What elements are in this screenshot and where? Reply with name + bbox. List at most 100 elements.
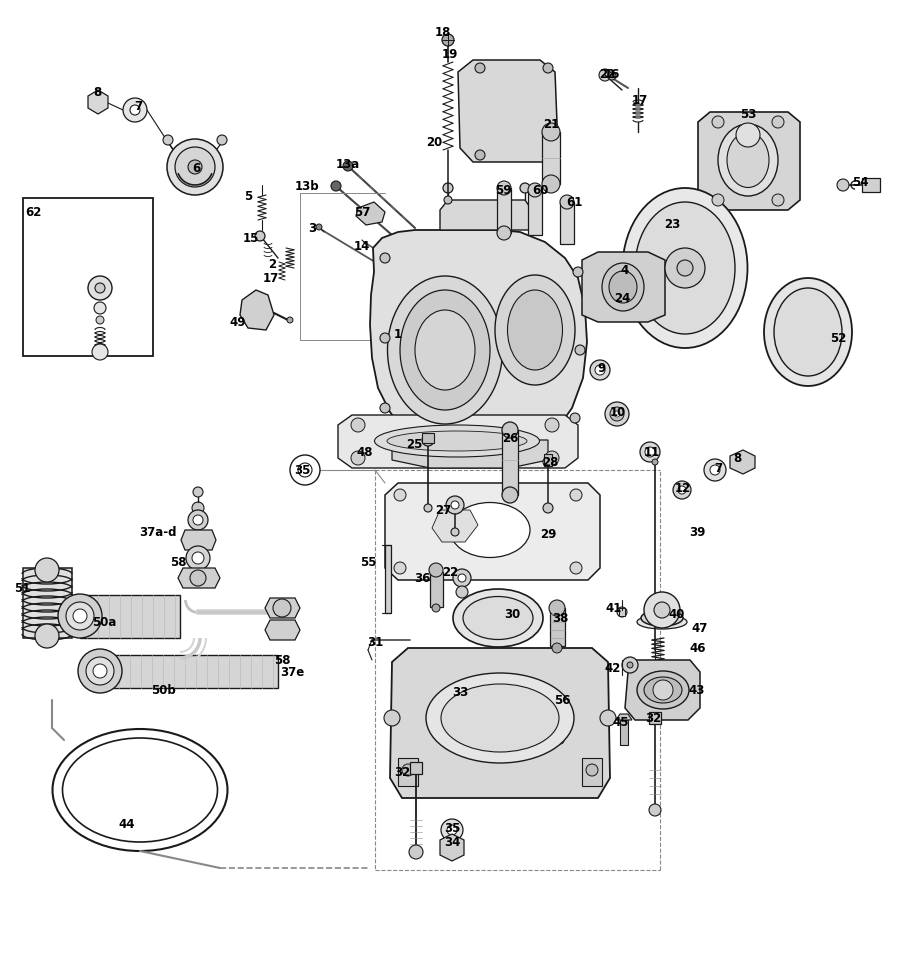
Text: 29: 29 [540, 529, 556, 541]
Circle shape [502, 487, 518, 503]
Circle shape [608, 72, 616, 80]
Text: 50a: 50a [92, 615, 116, 629]
Circle shape [394, 489, 406, 501]
Ellipse shape [426, 673, 574, 763]
Text: 42: 42 [605, 661, 621, 675]
Text: 16: 16 [604, 68, 620, 82]
Ellipse shape [727, 132, 769, 187]
Text: 52: 52 [830, 331, 846, 345]
Circle shape [35, 624, 59, 648]
Circle shape [424, 504, 432, 512]
Circle shape [446, 496, 464, 514]
Circle shape [175, 147, 215, 187]
Text: 46: 46 [690, 641, 706, 655]
Circle shape [560, 195, 574, 209]
Text: 54: 54 [851, 176, 869, 188]
Circle shape [451, 501, 459, 509]
Ellipse shape [635, 202, 735, 334]
Polygon shape [240, 290, 274, 330]
Ellipse shape [774, 288, 842, 376]
Circle shape [456, 586, 468, 598]
Text: 3: 3 [308, 222, 316, 234]
Circle shape [613, 286, 637, 310]
Bar [502, 430, 518, 495]
Bar [528, 190, 542, 235]
Text: 37e: 37e [280, 665, 305, 679]
Text: 2: 2 [268, 258, 276, 272]
Polygon shape [385, 483, 600, 580]
Bar [410, 762, 422, 774]
Polygon shape [625, 660, 700, 720]
Text: 34: 34 [444, 836, 460, 850]
Text: 55: 55 [359, 556, 377, 568]
Text: 22: 22 [441, 565, 458, 579]
Polygon shape [440, 834, 464, 861]
Polygon shape [88, 90, 108, 114]
Circle shape [444, 196, 452, 204]
Bar [385, 545, 391, 613]
Text: 45: 45 [613, 715, 629, 729]
Circle shape [94, 302, 106, 314]
Circle shape [443, 183, 453, 193]
Circle shape [409, 845, 423, 859]
Text: 10: 10 [610, 405, 626, 419]
Circle shape [447, 825, 457, 835]
Circle shape [545, 451, 559, 465]
Circle shape [190, 570, 206, 586]
Circle shape [556, 736, 564, 744]
Text: 27: 27 [435, 503, 451, 516]
Text: 4: 4 [621, 263, 629, 276]
Text: 50b: 50b [150, 684, 176, 697]
Circle shape [673, 481, 691, 499]
Text: 13a: 13a [336, 158, 360, 172]
Polygon shape [392, 440, 548, 468]
Bar [582, 758, 602, 786]
Ellipse shape [400, 290, 490, 410]
Circle shape [644, 592, 680, 628]
Circle shape [622, 657, 638, 673]
Circle shape [380, 403, 390, 413]
Ellipse shape [463, 596, 533, 639]
Bar [550, 608, 565, 646]
Circle shape [351, 451, 365, 465]
Polygon shape [698, 112, 800, 210]
Text: 18: 18 [435, 26, 451, 38]
Circle shape [617, 607, 627, 617]
Circle shape [573, 267, 583, 277]
Ellipse shape [441, 684, 559, 752]
Bar [649, 712, 661, 724]
Text: 26: 26 [502, 431, 518, 444]
Circle shape [380, 333, 390, 343]
Text: 28: 28 [542, 455, 559, 468]
Circle shape [772, 116, 784, 128]
Ellipse shape [387, 276, 503, 424]
Circle shape [217, 135, 227, 145]
Text: 58: 58 [274, 654, 290, 666]
Circle shape [605, 402, 629, 426]
Circle shape [380, 253, 390, 263]
Circle shape [441, 819, 463, 841]
Circle shape [590, 360, 610, 380]
Text: 47: 47 [692, 621, 708, 635]
Circle shape [422, 434, 434, 446]
Circle shape [193, 487, 203, 497]
Circle shape [402, 764, 414, 776]
Circle shape [497, 226, 511, 240]
Text: 39: 39 [688, 526, 705, 540]
Bar [560, 202, 574, 244]
Circle shape [555, 695, 565, 705]
Ellipse shape [52, 729, 227, 851]
Ellipse shape [375, 425, 540, 457]
Text: 36: 36 [414, 571, 430, 585]
Circle shape [552, 643, 562, 653]
Text: 51: 51 [14, 582, 31, 594]
Bar [542, 132, 560, 184]
Text: 43: 43 [688, 684, 705, 697]
Ellipse shape [648, 613, 676, 623]
Circle shape [186, 546, 210, 570]
Polygon shape [432, 510, 478, 542]
Text: 35: 35 [294, 464, 310, 476]
Polygon shape [23, 568, 72, 638]
Circle shape [704, 459, 726, 481]
Circle shape [432, 604, 440, 612]
